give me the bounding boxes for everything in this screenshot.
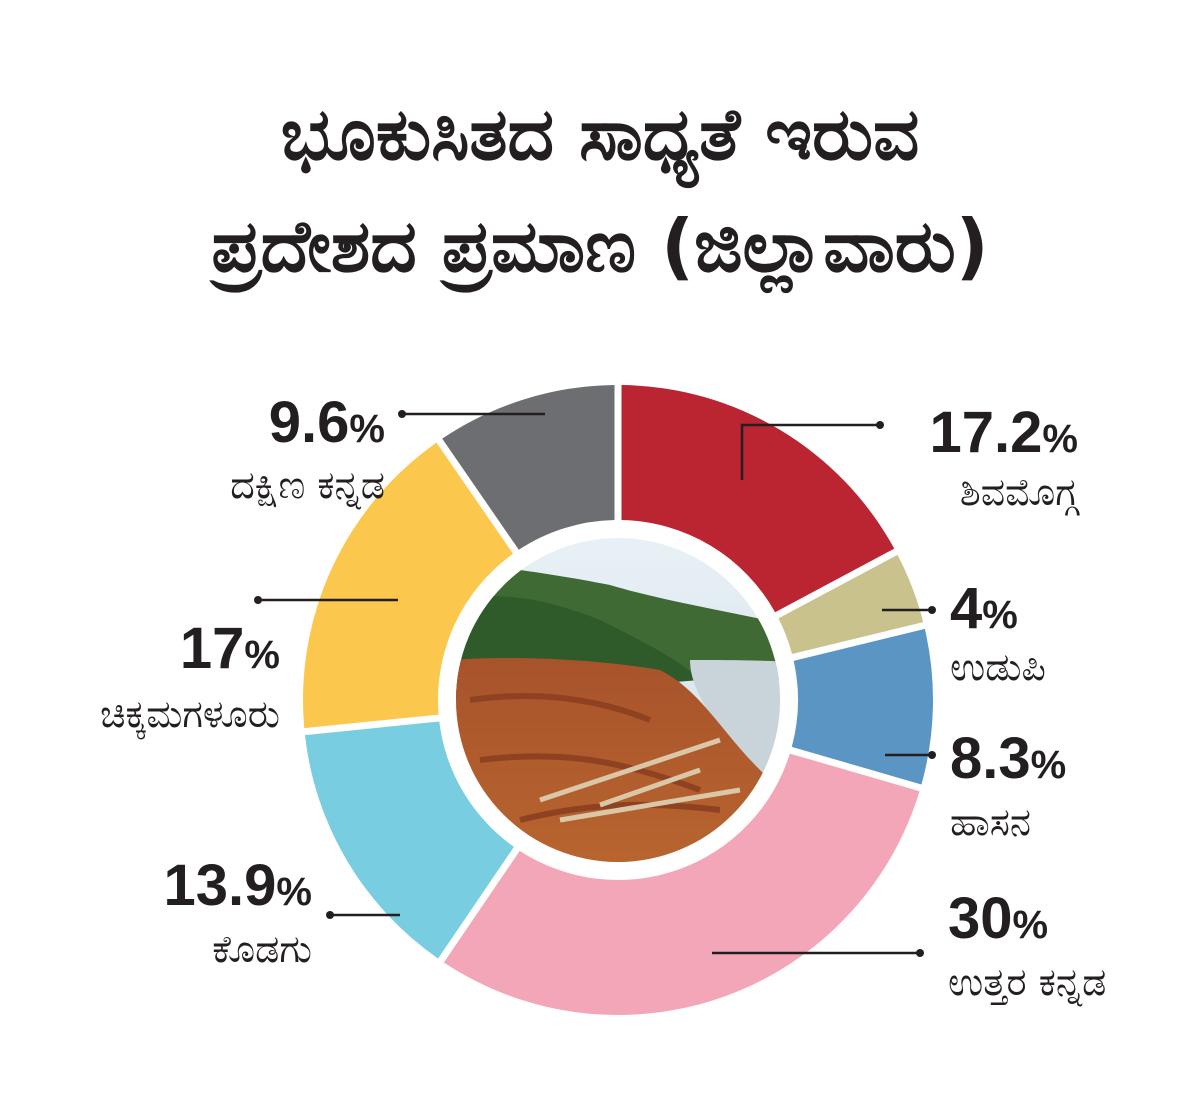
- value-label-2: 4%: [950, 576, 1018, 641]
- slice-3: [791, 628, 933, 785]
- value-label-5: 13.9%: [164, 853, 312, 918]
- value-label-4: 30%: [948, 886, 1048, 951]
- category-label-3: ಹಾಸನ: [950, 800, 1031, 844]
- leader-dot-6: [254, 596, 262, 604]
- leader-dot-4: [916, 949, 924, 957]
- category-label-4: ಉತ್ತರ ಕನ್ನಡ: [948, 960, 1106, 1006]
- slice-4: [443, 753, 920, 1015]
- leader-dot-7: [398, 410, 406, 418]
- leader-dot-5: [326, 911, 334, 919]
- slice-1: [621, 385, 895, 613]
- landslide-photo: [456, 538, 780, 862]
- slice-5: [304, 721, 514, 959]
- slices-group: [303, 385, 933, 1015]
- value-label-6: 17%: [180, 616, 280, 681]
- slice-2: [778, 554, 924, 655]
- value-label-1: 17.2%: [930, 400, 1078, 465]
- slice-6: [303, 442, 514, 729]
- category-label-6: ಚಿಕ್ಕಮಗಳೂರು: [100, 692, 280, 739]
- chart-title: ಭೂಕುಸಿತದ ಸಾಧ್ಯತೆ ಇರುವ ಪ್ರದೇಶದ ಪ್ರಮಾಣ (ಜಿ…: [0, 78, 1200, 302]
- leader-dot-3: [928, 751, 936, 759]
- value-label-3: 8.3%: [950, 726, 1066, 791]
- leader-dot-1: [876, 421, 884, 429]
- labels-group: 17.2% ಶಿವಮೊಗ್ಗ 4%ಉಡುಪಿ 8.3% ಹಾಸನ 30% ಉತ್ತರ ಕನ್…: [100, 390, 1106, 1006]
- leader-line-1: [740, 423, 880, 480]
- category-label-2: ಉಡುಪಿ: [950, 645, 1046, 689]
- leader-dot-2: [928, 606, 936, 614]
- category-label-7: ದಕ್ಷಿಣ ಕನ್ನಡ: [230, 463, 385, 509]
- title-line-1: ಭೂಕುಸಿತದ ಸಾಧ್ಯತೆ ಇರುವ: [280, 92, 920, 176]
- slice-7: [442, 385, 615, 550]
- title-line-2: ಪ್ರದೇಶದ ಪ್ರಮಾಣ (ಜಿಲ್ಲಾವಾರು): [211, 204, 989, 288]
- value-label-7: 9.6%: [269, 390, 385, 455]
- category-label-1: ಶಿವಮೊಗ್ಗ: [960, 470, 1080, 515]
- category-label-5: ಕೊಡಗು: [212, 927, 312, 971]
